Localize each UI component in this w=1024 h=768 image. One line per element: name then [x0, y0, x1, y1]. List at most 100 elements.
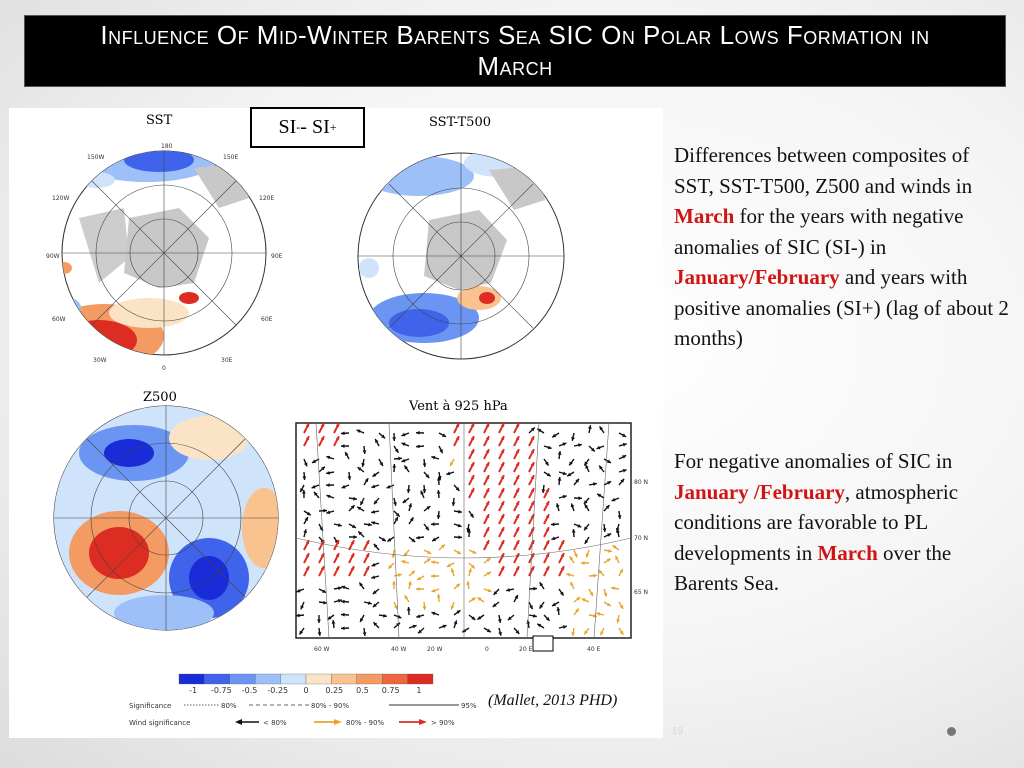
wind-arrow-head: [299, 630, 304, 635]
wind-arrow-head: [500, 501, 505, 506]
wind-arrow-head: [486, 628, 491, 633]
wind-arrow-head: [341, 612, 345, 617]
wind-arrow-head: [327, 616, 332, 620]
wind-arrow-head: [583, 500, 588, 505]
wind-arrow-head: [320, 566, 325, 571]
wind-arrow-head: [401, 560, 406, 564]
wind-arrow-head: [321, 466, 325, 471]
wind-arrow-head: [350, 540, 355, 545]
wind-arrow-head: [358, 531, 363, 536]
wind-lon-label: 20 E: [519, 646, 533, 653]
legend-significance-label: Significance: [129, 702, 171, 710]
wind-arrow-head: [360, 618, 364, 623]
wind-arrow-head: [515, 423, 520, 428]
wind-arrow-head: [341, 431, 345, 436]
wind-lon-label: 40 W: [391, 646, 407, 653]
wind-arrow-head: [585, 464, 589, 469]
wind-arrow-head: [381, 434, 385, 439]
wind-arrow-head: [469, 513, 474, 518]
wind-arrow-head: [401, 458, 406, 463]
colorbar-tick: -0.5: [242, 686, 258, 695]
wind-arrow-head: [387, 537, 392, 542]
wind-arrow-head: [392, 581, 396, 585]
wind-arrow-head: [497, 619, 502, 623]
wind-arrow-head: [367, 601, 372, 605]
wind-arrow-head: [485, 436, 490, 441]
wind-arrow-head: [500, 449, 505, 454]
paragraph-1: Differences between composites of SST, S…: [674, 140, 1014, 354]
colorbar-swatch: [178, 673, 205, 685]
wind-arrow-head: [593, 573, 597, 578]
wind-arrow-head: [470, 564, 475, 569]
wind-arrow-head: [485, 475, 490, 480]
wind-lat-label: 80 N: [634, 479, 648, 486]
wind-arrow-head: [468, 568, 472, 573]
colorbar-swatch: [255, 673, 281, 685]
wind-arrow-head: [576, 597, 581, 601]
wind-arrow-head: [545, 488, 550, 493]
wind-arrow-head: [515, 488, 520, 493]
wind-arrow-head: [436, 477, 441, 481]
wind-arrow-head: [551, 522, 555, 527]
wind-arrow-head: [397, 614, 402, 619]
wind-arrow-head: [317, 632, 322, 636]
wind-arrow-head: [431, 455, 436, 460]
wind-arrow-head: [357, 467, 362, 471]
wind-arrow-head: [305, 553, 310, 558]
wind-arrow-head: [406, 489, 411, 493]
wind-arrow-head: [404, 595, 409, 600]
wind-arrow-head: [398, 456, 402, 461]
wind-arrow-head: [386, 484, 391, 489]
wind-arrow-head: [467, 529, 472, 533]
wind-arrow-head: [500, 436, 505, 441]
wind-arrow-head: [359, 582, 363, 587]
wind-arrow-head: [422, 463, 427, 467]
wind-arrow-head: [381, 537, 386, 542]
colorbar-swatch: [280, 673, 307, 685]
wind-arrow-head: [391, 554, 396, 558]
wind-arrow-head: [458, 509, 462, 514]
wind-arrow-head: [306, 511, 311, 516]
wind-arrow-head: [301, 490, 306, 494]
wind-arrow-head: [577, 523, 582, 528]
wind-arrow-head: [402, 499, 407, 503]
wind-arrow-head: [566, 572, 571, 577]
wind-arrow-head: [436, 490, 441, 494]
wind-arrow-head: [485, 423, 490, 428]
text-run: Differences between composites of SST, S…: [674, 143, 973, 198]
legend: Significance 80% 80% - 90% 95% Wind sign…: [129, 702, 477, 727]
legend-wind-label: Wind significance: [129, 719, 190, 727]
slide-number: 19: [672, 726, 684, 737]
colorbar-tick: -1: [189, 686, 197, 695]
wind-arrow-head: [567, 472, 572, 477]
wind-arrow-head: [456, 610, 461, 614]
wind-arrow-head: [515, 630, 520, 634]
wind-arrow-head: [500, 527, 505, 532]
wind-arrow-head: [557, 477, 562, 481]
wind-arrow-head: [303, 529, 307, 534]
wind-arrow-head: [552, 433, 557, 438]
wind-arrow-head: [485, 527, 490, 532]
wind-arrow-head: [500, 514, 505, 519]
wind-arrow-head: [453, 620, 458, 625]
lon-label: 120E: [259, 195, 274, 202]
wind-arrow-head: [372, 603, 377, 608]
wind-arrow-head: [455, 487, 460, 491]
colorbar: -1 -0.75 -0.5 -0.25 0 0.25 0.5 0.75 1: [178, 673, 434, 695]
wind-arrow-head: [500, 488, 505, 493]
wind-arrow-head: [575, 608, 579, 613]
text-run: and years with positive anomalies (SI+) …: [674, 265, 1009, 350]
wind-arrow-head: [450, 568, 455, 573]
wind-arrow-head: [622, 442, 627, 447]
wind-arrow-head: [300, 605, 304, 610]
wind-arrow-head: [611, 497, 616, 502]
wind-arrow-head: [323, 508, 327, 513]
legend-sig-95: 95%: [461, 702, 477, 710]
colorbar-swatch: [356, 673, 383, 685]
wind-arrow-head: [471, 616, 476, 620]
wind-arrow-head: [431, 522, 435, 527]
lon-label: 180: [161, 143, 173, 150]
wind-arrow-head: [296, 588, 301, 593]
colorbar-tick: -0.25: [267, 686, 288, 695]
wind-arrow-head: [426, 506, 431, 510]
